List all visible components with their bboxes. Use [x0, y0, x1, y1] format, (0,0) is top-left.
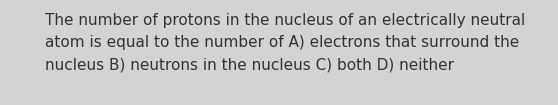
- Text: The number of protons in the nucleus of an electrically neutral
atom is equal to: The number of protons in the nucleus of …: [45, 13, 525, 72]
